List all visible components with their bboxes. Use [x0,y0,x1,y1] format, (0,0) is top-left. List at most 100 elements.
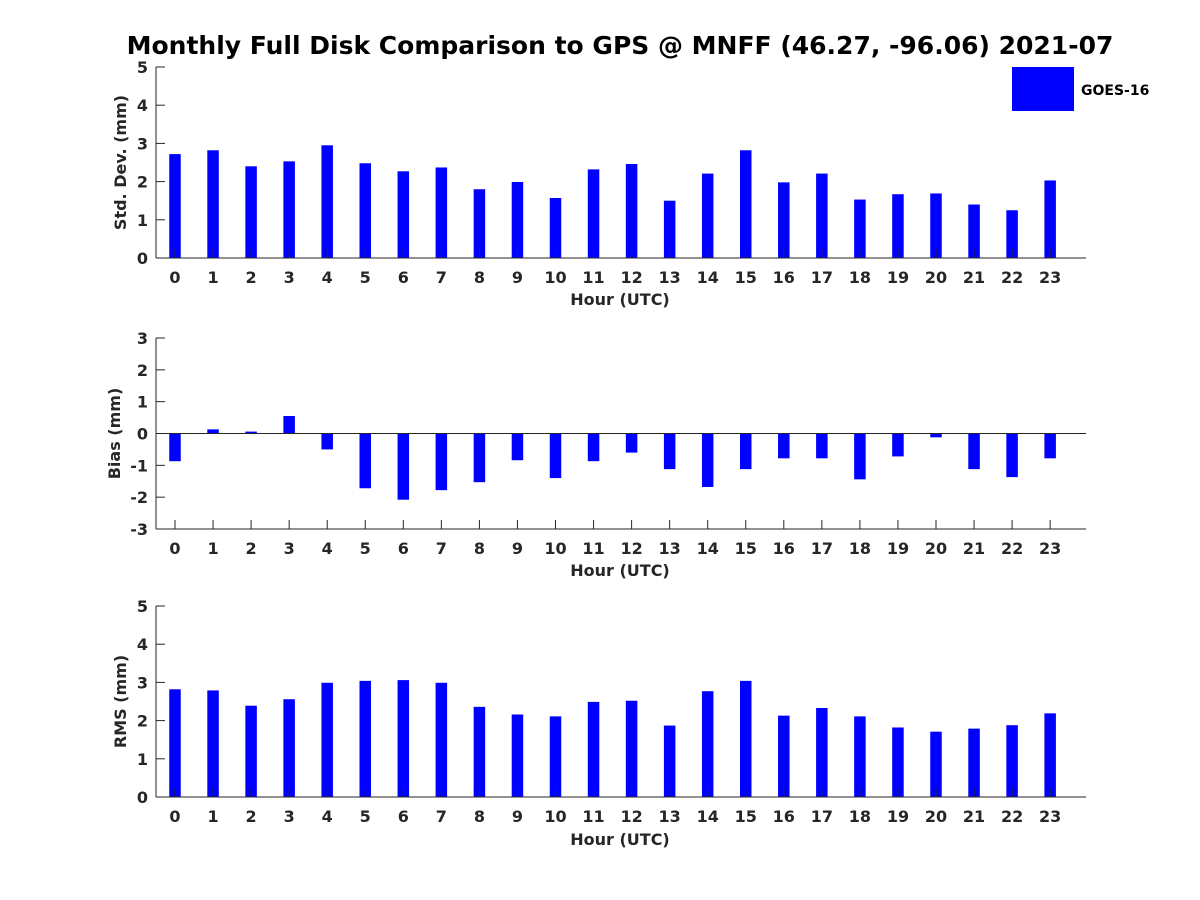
std-dev-x-axis-label: Hour (UTC) [570,290,670,309]
rms-x-tick-label: 21 [963,807,985,826]
std-dev-bar-2 [245,166,257,258]
std-dev-x-tick-label: 19 [887,268,909,287]
rms-y-axis-label: RMS (mm) [111,655,130,748]
rms-x-tick-label: 10 [544,807,566,826]
bias-x-tick-label: 11 [582,539,604,558]
std-dev-x-tick-label: 10 [544,268,566,287]
std-dev-x-tick-label: 20 [925,268,947,287]
bias-bar-20 [930,433,942,438]
std-dev-bar-17 [816,173,828,258]
rms-bar-2 [245,705,257,797]
rms-bar-19 [892,727,904,797]
bias-x-tick-label: 12 [620,539,642,558]
std-dev-x-tick-label: 22 [1001,268,1023,287]
bias-x-tick-label: 10 [544,539,566,558]
rms-x-tick-label: 12 [620,807,642,826]
rms-bar-5 [359,680,371,797]
bias-x-tick-label: 15 [735,539,757,558]
std-dev-y-tick-label: 0 [137,249,148,268]
rms-x-tick-label: 3 [284,807,295,826]
rms-x-tick-label: 18 [849,807,871,826]
std-dev-bar-16 [778,182,790,258]
std-dev-bar-8 [473,189,486,258]
std-dev-bar-3 [283,161,295,258]
rms-x-tick-label: 15 [735,807,757,826]
std-dev-bar-4 [321,145,333,258]
bias-x-tick-label: 13 [659,539,681,558]
rms-bar-16 [778,715,790,797]
std-dev-x-tick-label: 17 [811,268,833,287]
std-dev-x-tick-label: 4 [322,268,333,287]
std-dev-x-tick-label: 21 [963,268,985,287]
rms-bar-1 [207,690,219,797]
bias-y-axis-label: Bias (mm) [105,388,124,480]
rms-y-tick-label: 5 [137,597,148,616]
std-dev-x-tick-label: 14 [697,268,719,287]
std-dev-bar-6 [397,171,410,258]
rms-x-tick-label: 8 [474,807,485,826]
figure-title: Monthly Full Disk Comparison to GPS @ MN… [127,31,1114,60]
bias-x-tick-label: 16 [773,539,795,558]
rms-x-tick-label: 14 [697,807,719,826]
bias-bar-10 [549,433,562,479]
bias-bar-16 [778,433,790,459]
rms-bar-17 [816,707,828,797]
bias-bar-19 [892,433,904,457]
bias-bar-18 [854,433,866,480]
rms-bar-15 [740,680,752,797]
bias-x-tick-label: 18 [849,539,871,558]
std-dev-x-tick-label: 2 [246,268,257,287]
std-dev-bar-11 [587,169,600,258]
bias-bar-5 [359,433,371,489]
rms-bar-12 [625,700,638,797]
std-dev-bar-18 [854,199,866,258]
bias-x-tick-label: 0 [169,539,180,558]
std-dev-bar-9 [511,181,524,258]
std-dev-bar-14 [701,173,714,258]
bias-x-tick-label: 6 [398,539,409,558]
bias-bar-3 [283,415,295,434]
rms-x-tick-label: 5 [360,807,371,826]
bias-y-tick-label: -3 [130,520,148,539]
std-dev-x-tick-label: 12 [620,268,642,287]
bias-y-tick-label: 1 [137,393,148,412]
bias-x-tick-label: 7 [436,539,447,558]
bias-bar-23 [1044,433,1056,459]
std-dev-bar-23 [1044,180,1056,258]
std-dev-x-tick-label: 5 [360,268,371,287]
std-dev-bar-10 [549,198,562,258]
bias-x-tick-label: 22 [1001,539,1023,558]
rms-bar-4 [321,682,333,797]
legend-swatch [1012,67,1074,111]
bias-bar-17 [816,433,828,459]
std-dev-bar-0 [169,154,181,258]
std-dev-x-tick-label: 18 [849,268,871,287]
rms-bar-6 [397,680,410,797]
rms-bar-13 [663,725,676,797]
rms-x-tick-label: 4 [322,807,333,826]
bias-y-tick-label: 3 [137,329,148,348]
rms-x-tick-label: 1 [207,807,218,826]
bias-bar-6 [397,433,410,500]
bias-bar-2 [245,431,257,434]
bias-bar-11 [587,433,600,462]
bias-y-tick-label: 2 [137,361,148,380]
legend: GOES-16 [1012,67,1149,111]
rms-bar-0 [169,689,181,797]
bias-x-tick-label: 9 [512,539,523,558]
std-dev-x-tick-label: 7 [436,268,447,287]
std-dev-x-tick-label: 11 [582,268,604,287]
rms-y-tick-label: 0 [137,788,148,807]
bias-x-tick-label: 19 [887,539,909,558]
bias-bar-9 [511,433,524,461]
bias-y-tick-label: -2 [130,488,148,507]
rms-bar-11 [587,701,600,797]
bias-y-tick-label: 0 [137,425,148,444]
std-dev-y-axis-label: Std. Dev. (mm) [111,95,130,230]
std-dev-x-tick-label: 8 [474,268,485,287]
std-dev-x-tick-label: 3 [284,268,295,287]
std-dev-x-tick-label: 9 [512,268,523,287]
